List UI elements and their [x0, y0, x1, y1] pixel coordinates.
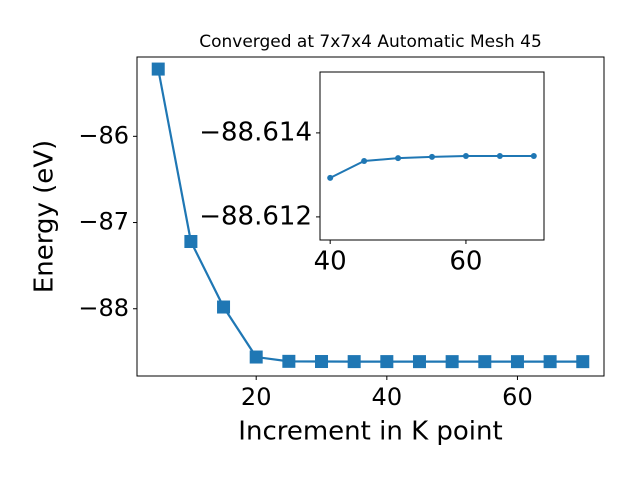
marker	[282, 354, 296, 368]
marker	[445, 355, 459, 369]
marker	[496, 153, 503, 159]
y-tick-label: −88.612	[199, 201, 312, 231]
marker	[543, 355, 557, 369]
marker	[249, 350, 263, 364]
marker	[478, 355, 492, 369]
marker	[380, 355, 394, 369]
marker	[327, 174, 334, 181]
marker	[151, 62, 165, 76]
marker	[184, 235, 198, 249]
y-tick-label: −87	[78, 208, 129, 236]
marker	[576, 355, 590, 369]
x-tick-label: 40	[372, 383, 403, 411]
x-tick-label: 40	[314, 247, 347, 277]
marker	[530, 153, 537, 159]
marker	[462, 153, 469, 159]
marker	[412, 355, 426, 369]
marker	[217, 300, 231, 314]
x-axis-label: Increment in K point	[238, 417, 502, 447]
x-tick-label: 60	[502, 383, 533, 411]
marker	[347, 355, 361, 369]
y-tick-label: −88	[78, 294, 129, 322]
x-tick-label: 60	[449, 247, 482, 277]
x-tick-label: 20	[241, 383, 272, 411]
y-tick-label: −88.614	[199, 117, 312, 147]
chart-title: Converged at 7x7x4 Automatic Mesh 45	[199, 32, 542, 52]
marker	[315, 355, 329, 369]
marker	[395, 155, 402, 162]
marker	[510, 355, 524, 369]
y-axis-label: Energy (eV)	[30, 140, 60, 293]
marker	[429, 153, 435, 160]
marker	[361, 158, 368, 165]
y-tick-label: −86	[78, 121, 129, 149]
